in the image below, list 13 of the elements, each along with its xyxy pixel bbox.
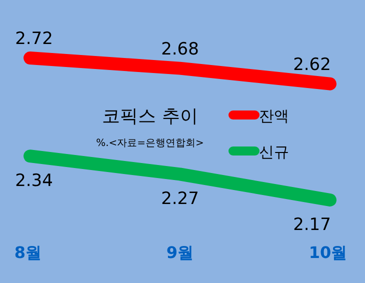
legend-label: 신규 <box>259 143 289 161</box>
data-label: 2.72 <box>15 29 53 49</box>
x-tick-label: 8월 <box>14 243 42 262</box>
x-tick-label: 9월 <box>166 243 194 262</box>
text: %.<자료=은행연합회> <box>96 138 204 149</box>
data-label: 2.27 <box>161 189 199 210</box>
data-label: 2.62 <box>293 54 331 75</box>
x-tick-label: 10월 <box>308 243 348 262</box>
data-label: 2.68 <box>161 39 199 60</box>
data-label: 2.17 <box>293 215 331 235</box>
legend-label: 잔액 <box>259 107 289 125</box>
data-label: 2.34 <box>15 171 53 192</box>
text: 코픽스 추이 <box>102 106 198 127</box>
